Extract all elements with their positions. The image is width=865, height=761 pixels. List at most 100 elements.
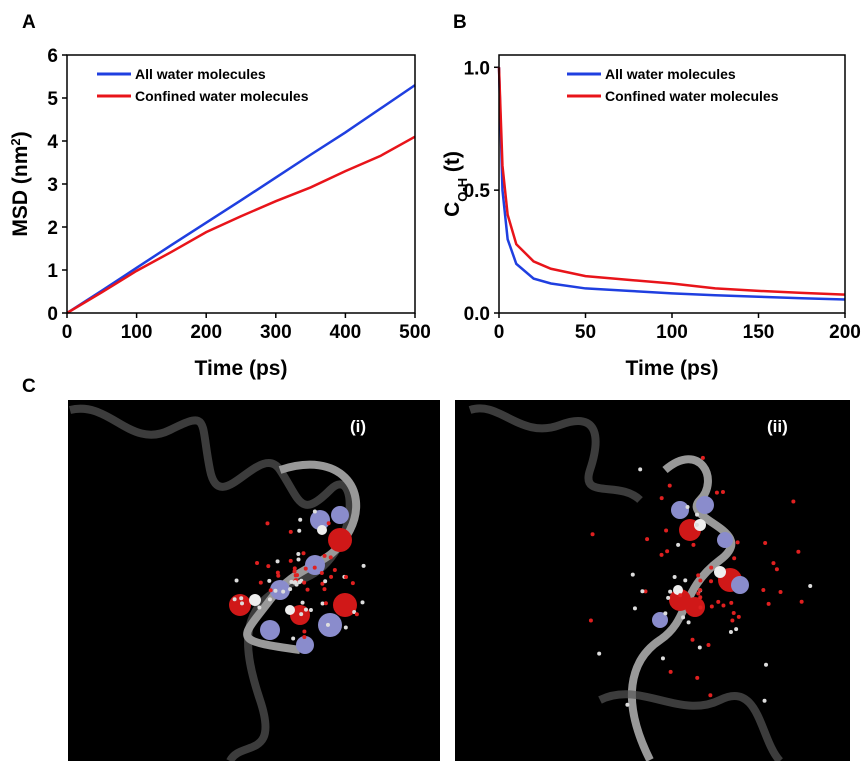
- water-dot: [696, 591, 701, 596]
- water-dot: [645, 537, 650, 542]
- water-dot: [258, 580, 263, 585]
- water-dot: [344, 574, 349, 579]
- series-line: [497, 67, 846, 296]
- y-axis-label: CO-H (t): [441, 151, 470, 217]
- water-dot: [778, 590, 783, 595]
- water-dot: [691, 542, 696, 547]
- water-dot: [597, 651, 602, 656]
- water-dot: [296, 557, 301, 562]
- water-dot: [664, 528, 669, 533]
- water-dot: [232, 597, 237, 602]
- water-dot: [761, 588, 766, 593]
- legend-label: All water molecules: [135, 66, 266, 82]
- y-tick-label: 0.0: [464, 304, 490, 325]
- water-dot: [291, 636, 296, 641]
- y-axis-label-part: (t): [441, 151, 464, 178]
- water-dot: [640, 589, 645, 594]
- water-dot: [695, 675, 700, 680]
- water-dot: [300, 600, 305, 605]
- water-dot: [322, 587, 327, 592]
- series-line: [66, 135, 416, 315]
- water-dot: [736, 614, 741, 619]
- water-dot: [352, 610, 357, 615]
- water-dot: [808, 584, 813, 589]
- water-dot: [714, 490, 719, 495]
- water-dot: [796, 549, 801, 554]
- water-dot: [325, 622, 330, 627]
- water-dot: [276, 573, 281, 578]
- chart: 0 50 100 150 200 0.0 0.5 1.0 All water molecules…: [441, 54, 861, 380]
- water-dot: [298, 517, 303, 522]
- water-dot: [762, 698, 767, 703]
- water-dots: [232, 455, 813, 707]
- x-tick-label: 200: [190, 322, 222, 343]
- water-dot: [293, 573, 298, 578]
- water-dot: [320, 581, 325, 586]
- water-dot: [275, 570, 280, 575]
- water-dot: [668, 589, 673, 594]
- water-dot: [791, 499, 796, 504]
- water-dot: [292, 566, 297, 571]
- water-dot: [730, 618, 735, 623]
- water-dot: [303, 607, 308, 612]
- water-dot: [302, 635, 307, 640]
- water-dot: [350, 581, 355, 586]
- water-dot: [320, 601, 325, 606]
- water-dot: [638, 467, 643, 472]
- water-dot: [659, 552, 664, 557]
- water-dot: [590, 532, 595, 537]
- plot-frame: [498, 54, 846, 314]
- water-dot: [771, 561, 776, 566]
- water-dot: [630, 572, 635, 577]
- water-dot: [729, 600, 734, 605]
- water-dot: [297, 528, 302, 533]
- water-dot: [668, 669, 673, 674]
- water-dot: [299, 612, 304, 617]
- water-dot: [721, 603, 726, 608]
- x-tick-label: 0: [494, 322, 505, 343]
- water-dot: [255, 561, 260, 566]
- x-axis-label: Time (ps): [195, 357, 288, 380]
- water-dot: [709, 579, 714, 584]
- water-dot: [297, 580, 302, 585]
- water-dot: [288, 558, 293, 563]
- water-dot: [681, 615, 686, 620]
- y-tick-label: 4: [47, 132, 58, 153]
- water-dot: [361, 563, 366, 568]
- x-tick-label: 100: [121, 322, 153, 343]
- water-dot: [323, 579, 328, 584]
- water-dot: [289, 579, 294, 584]
- water-dot: [234, 578, 239, 583]
- water-dot: [305, 587, 310, 592]
- legend-label: Confined water molecules: [135, 88, 309, 104]
- water-dot: [240, 601, 245, 606]
- y-axis-label-part: ): [9, 131, 32, 138]
- y-tick-label: 6: [47, 46, 58, 67]
- water-dot: [312, 509, 317, 514]
- water-dot: [332, 568, 337, 573]
- water-dot: [728, 629, 733, 634]
- water-dot: [643, 589, 648, 594]
- water-dot: [322, 553, 327, 558]
- water-dot: [663, 611, 668, 616]
- water-dot: [296, 552, 301, 557]
- water-dot: [292, 569, 297, 574]
- water-dot: [774, 567, 779, 572]
- x-tick-label: 0: [62, 322, 73, 343]
- y-tick-label: 5: [47, 89, 58, 110]
- water-dot: [665, 549, 670, 554]
- water-dot: [763, 541, 768, 546]
- water-dot: [312, 565, 317, 570]
- plot-frame: [66, 54, 416, 314]
- legend-label: Confined water molecules: [605, 88, 779, 104]
- panel-label: A: [22, 12, 36, 33]
- water-dot: [698, 605, 703, 610]
- x-tick-label: 500: [399, 322, 431, 343]
- y-tick-label: 1.0: [464, 58, 490, 79]
- water-dot: [281, 589, 286, 594]
- image-label: (i): [350, 417, 366, 436]
- water-dot: [293, 580, 298, 585]
- water-dot: [625, 702, 630, 707]
- water-dot: [690, 637, 695, 642]
